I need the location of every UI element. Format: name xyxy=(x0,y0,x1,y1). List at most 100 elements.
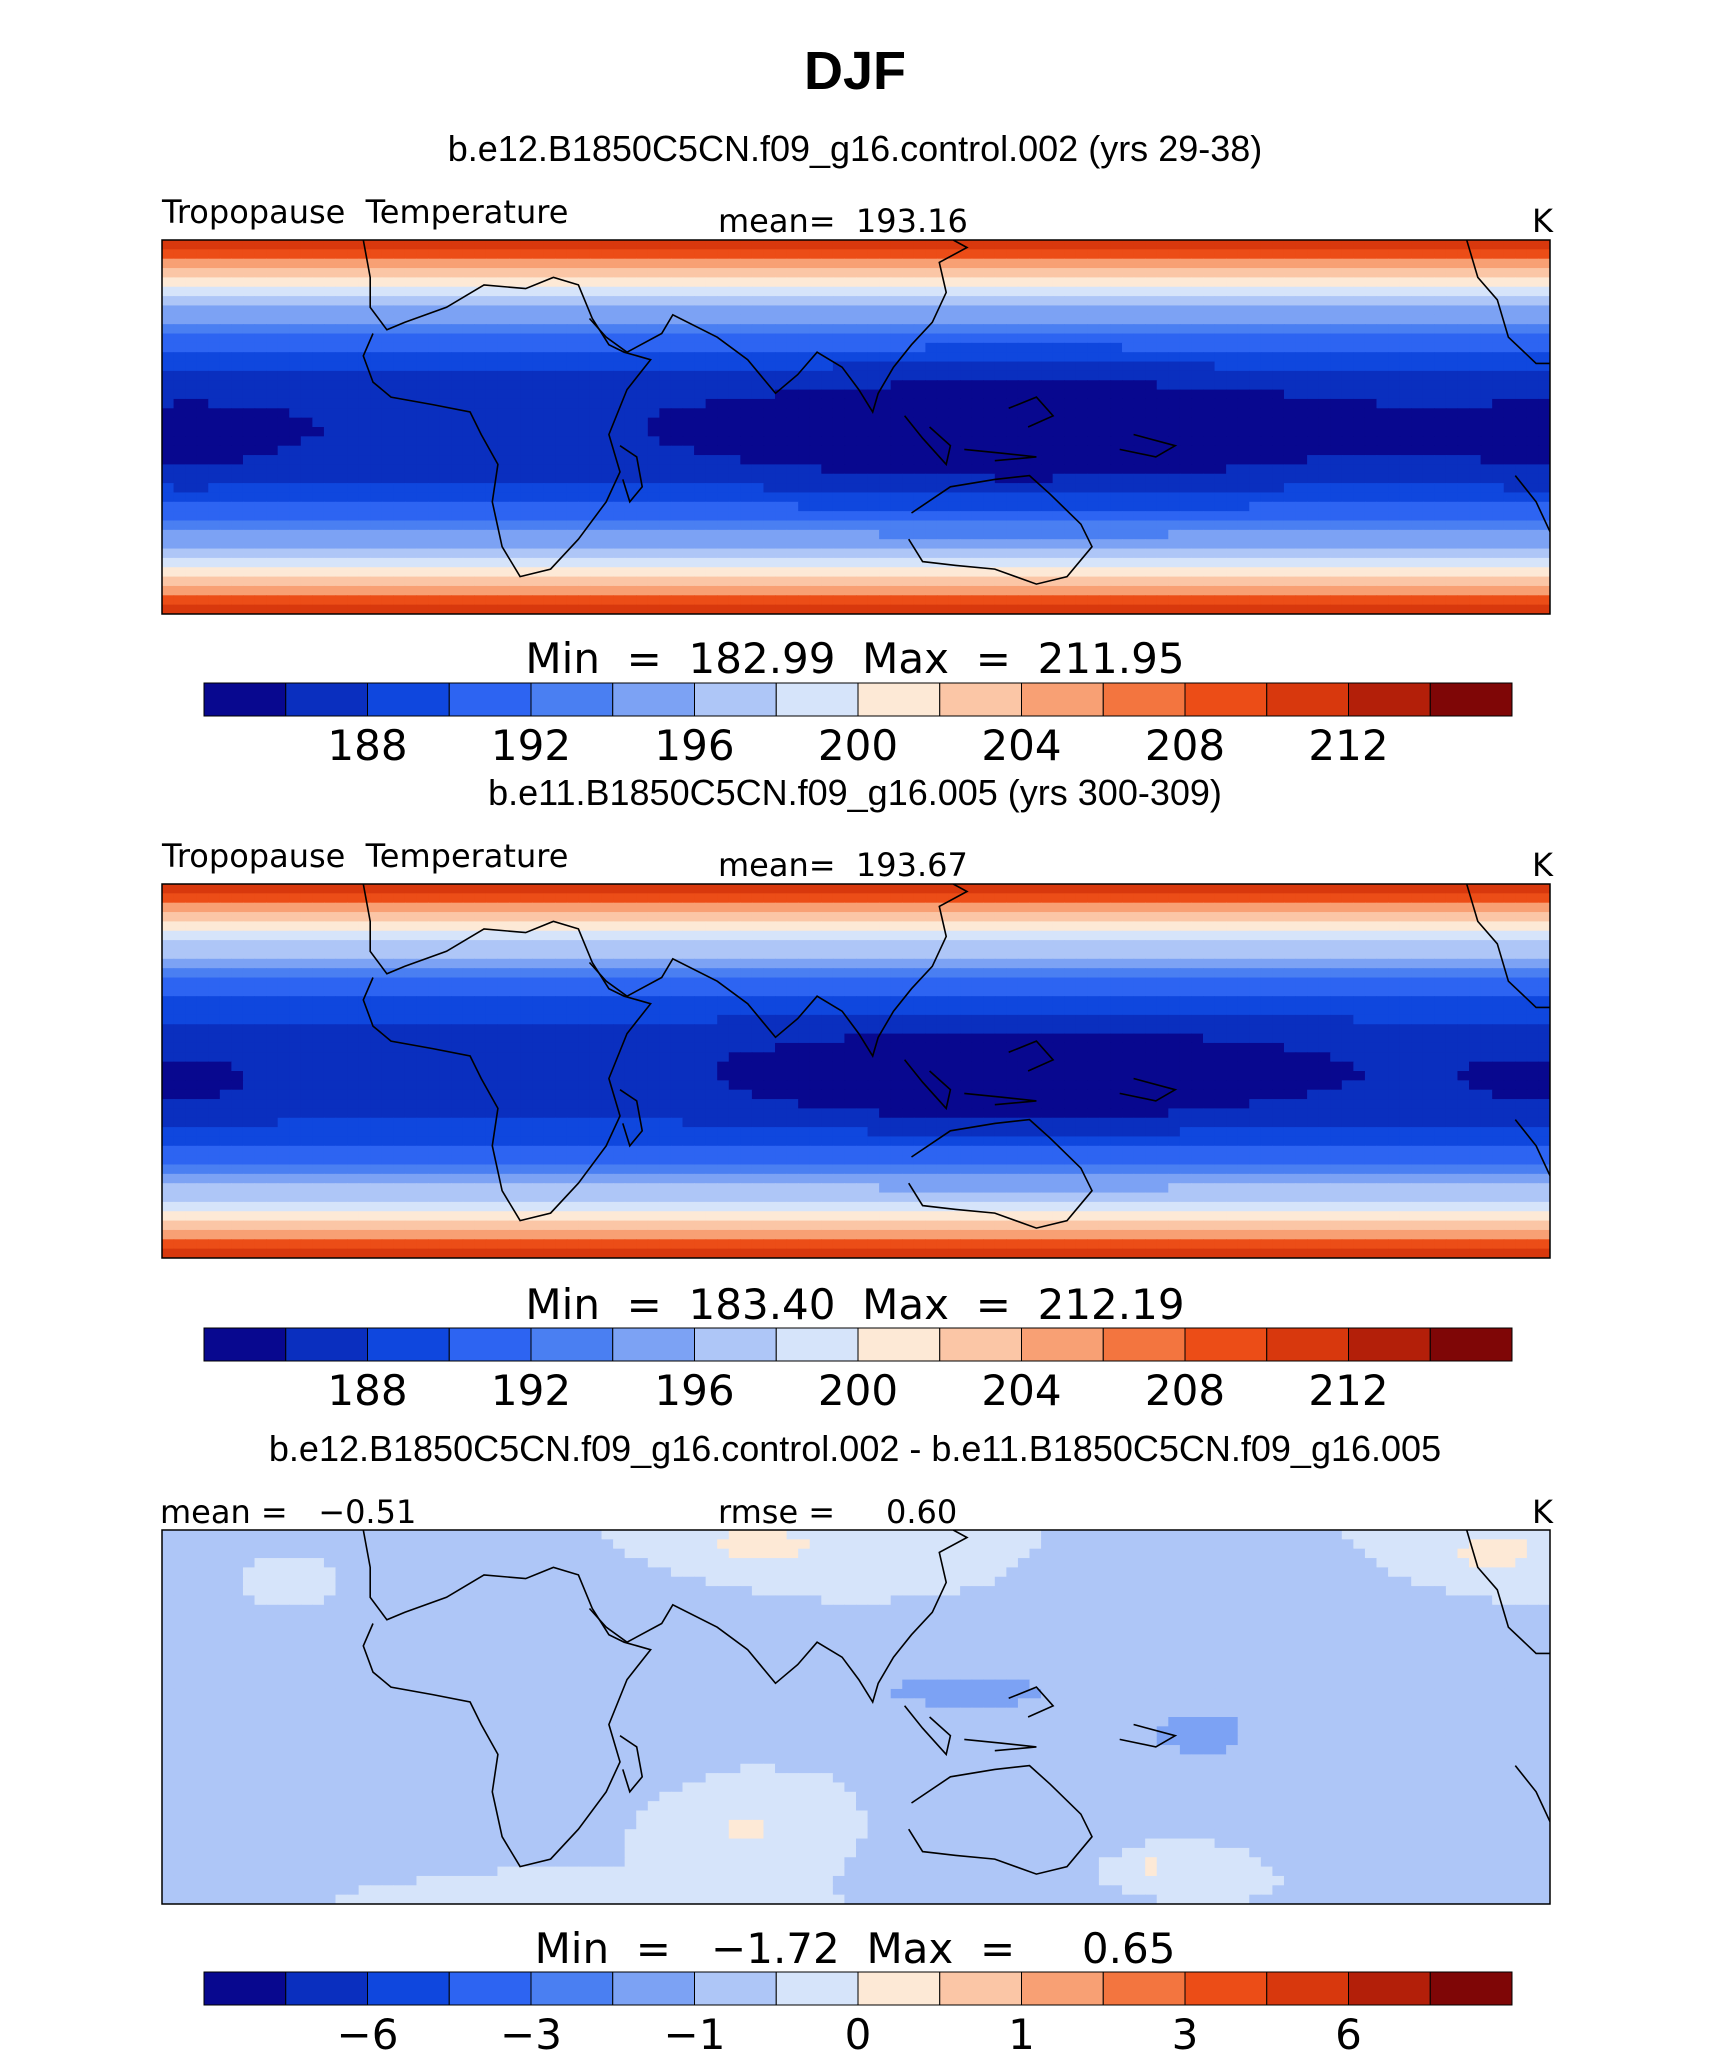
field-cell xyxy=(439,548,452,559)
field-cell xyxy=(208,342,221,353)
field-cell xyxy=(578,455,591,465)
field-cell xyxy=(1064,249,1077,260)
field-cell xyxy=(543,539,556,550)
field-cell xyxy=(1064,585,1077,596)
field-cell xyxy=(312,483,325,494)
field-cell xyxy=(960,548,973,559)
field-cell xyxy=(323,567,337,578)
field-cell xyxy=(902,389,915,400)
field-cell xyxy=(1052,324,1065,335)
field-cell xyxy=(485,436,499,447)
field-cell xyxy=(1041,352,1054,363)
field-cell xyxy=(971,548,984,559)
field-cell xyxy=(659,268,672,278)
field-cell xyxy=(844,557,857,568)
field-cell xyxy=(1422,445,1435,456)
field-cell xyxy=(381,473,394,484)
field-cell xyxy=(1538,324,1550,335)
field-cell xyxy=(751,314,765,325)
field-cell xyxy=(1122,296,1135,307)
field-cell xyxy=(231,296,244,307)
field-cell xyxy=(1029,548,1042,559)
field-cell xyxy=(936,492,950,503)
field-cell xyxy=(1075,436,1088,447)
field-cell xyxy=(1237,249,1250,260)
field-cell xyxy=(1203,240,1216,250)
field-cell xyxy=(1156,370,1169,381)
field-cell xyxy=(670,417,684,428)
field-cell xyxy=(1422,286,1435,297)
field-cell xyxy=(1179,539,1193,550)
field-cell xyxy=(775,492,788,503)
field-cell xyxy=(1237,473,1250,484)
field-cell xyxy=(659,548,672,559)
field-cell xyxy=(277,595,290,606)
field-cell xyxy=(844,258,857,269)
field-cell xyxy=(1422,352,1435,363)
field-cell xyxy=(1364,483,1378,494)
field-cell xyxy=(1226,240,1239,250)
field-cell xyxy=(1006,884,1019,894)
field-cell xyxy=(960,249,973,260)
field-cell xyxy=(1226,585,1239,596)
field-cell xyxy=(1538,398,1550,409)
field-cell xyxy=(162,483,175,494)
field-cell xyxy=(231,557,244,568)
field-cell xyxy=(659,436,672,447)
field-cell xyxy=(219,333,232,344)
field-cell xyxy=(335,398,348,409)
field-cell xyxy=(358,595,371,606)
field-cell xyxy=(462,576,475,587)
field-cell xyxy=(705,520,718,531)
field-cell xyxy=(1191,483,1204,494)
field-cell xyxy=(1388,595,1401,606)
field-cell xyxy=(1399,464,1412,475)
field-cell xyxy=(1480,296,1493,307)
field-cell xyxy=(936,398,950,409)
field-cell xyxy=(705,576,718,587)
field-cell xyxy=(1006,445,1019,456)
field-cell xyxy=(266,483,279,494)
field-cell xyxy=(231,483,244,494)
field-cell xyxy=(1457,305,1470,316)
field-cell xyxy=(1191,352,1204,363)
field-cell xyxy=(1353,604,1366,614)
field-cell xyxy=(277,576,290,587)
field-cell xyxy=(1110,249,1123,260)
field-cell xyxy=(1480,352,1493,363)
field-cell xyxy=(393,455,406,465)
field-cell xyxy=(913,567,926,578)
field-cell xyxy=(312,455,325,465)
field-cell xyxy=(1341,380,1354,391)
field-cell xyxy=(589,361,603,372)
field-cell xyxy=(1052,557,1065,568)
field-cell xyxy=(1411,398,1424,409)
field-cell xyxy=(1399,436,1412,447)
field-cell xyxy=(532,408,545,419)
field-cell xyxy=(1214,529,1227,540)
field-cell xyxy=(1006,305,1019,316)
field-cell xyxy=(1168,576,1181,587)
field-cell xyxy=(289,342,302,353)
field-cell xyxy=(636,445,649,456)
field-cell xyxy=(335,520,348,531)
field-cell xyxy=(1272,389,1285,400)
field-cell xyxy=(1168,436,1181,447)
field-cell xyxy=(809,604,822,614)
field-cell xyxy=(1330,286,1343,297)
field-cell xyxy=(520,567,533,578)
field-cell xyxy=(960,398,973,409)
field-cell xyxy=(624,427,637,437)
field-cell xyxy=(358,258,371,269)
field-cell xyxy=(1168,352,1181,363)
field-cell xyxy=(300,408,313,419)
field-cell xyxy=(624,576,637,587)
field-cell xyxy=(879,352,892,363)
field-cell xyxy=(404,370,418,381)
field-cell xyxy=(196,380,209,391)
colorbar-swatch xyxy=(1348,682,1431,717)
field-cell xyxy=(1249,464,1262,475)
field-cell xyxy=(1376,455,1389,465)
field-cell xyxy=(404,548,418,559)
field-cell xyxy=(1006,389,1019,400)
